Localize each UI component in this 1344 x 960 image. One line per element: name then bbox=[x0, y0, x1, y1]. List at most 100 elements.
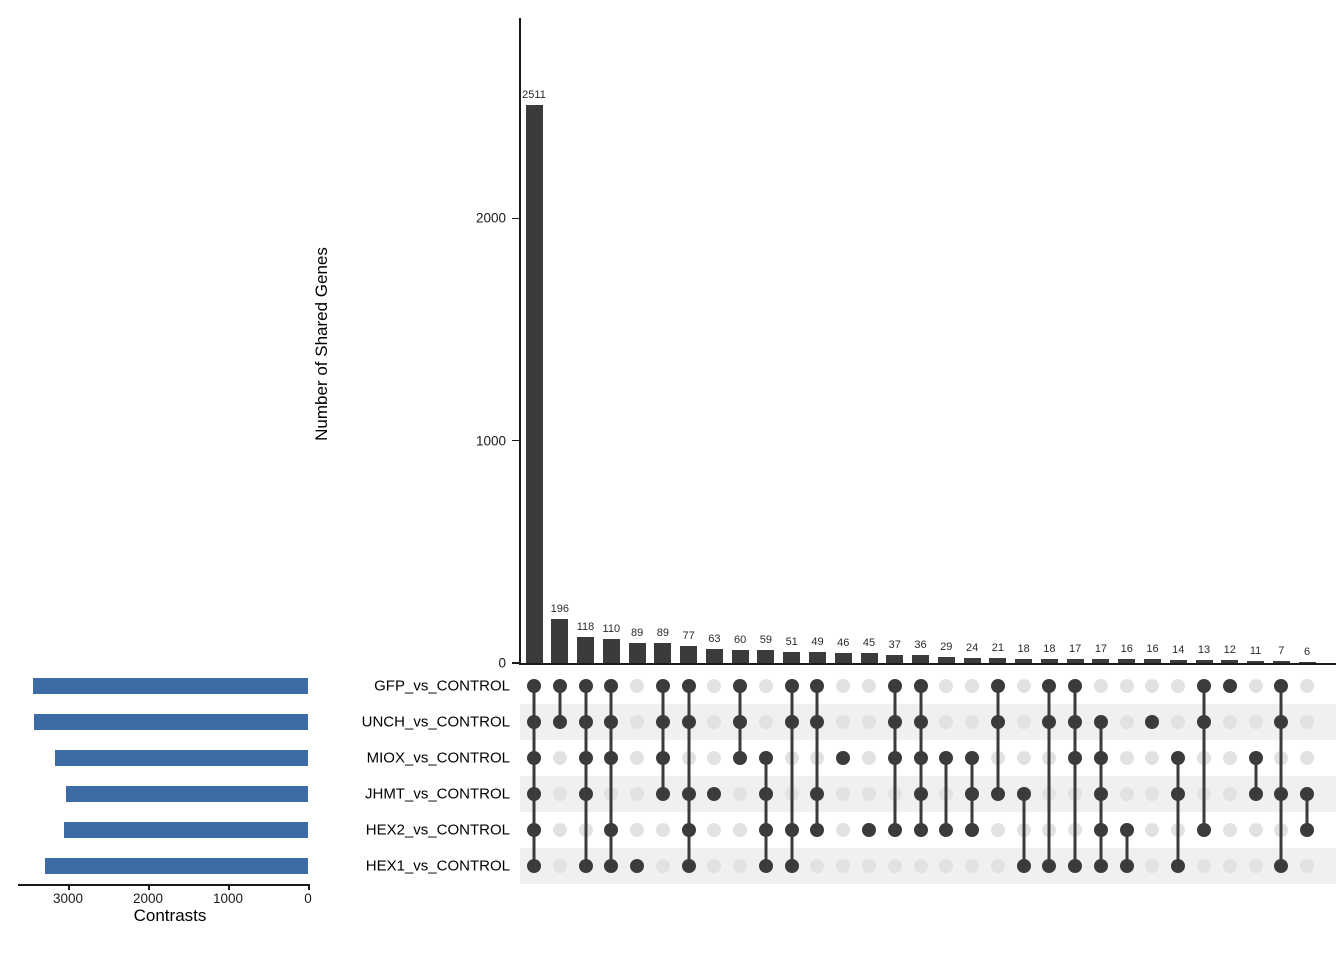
matrix-dot-filled bbox=[1145, 715, 1160, 729]
matrix-dot-empty bbox=[862, 715, 876, 729]
intersection-value-label: 63 bbox=[708, 632, 721, 645]
matrix-dot-empty bbox=[1119, 679, 1134, 693]
matrix-dot-filled bbox=[1274, 787, 1289, 801]
matrix-dot-empty bbox=[630, 679, 645, 693]
matrix-dot-empty bbox=[1016, 751, 1031, 765]
matrix-dot-empty bbox=[1300, 715, 1315, 729]
matrix-connector bbox=[1125, 830, 1129, 866]
y-axis-tick-label: 2000 bbox=[475, 210, 506, 226]
matrix-dot-filled bbox=[887, 715, 902, 729]
matrix-dot-filled bbox=[1171, 859, 1186, 873]
matrix-dot-filled bbox=[1222, 679, 1237, 693]
matrix-dot-filled bbox=[1119, 823, 1134, 837]
matrix-dot-filled bbox=[965, 787, 980, 801]
matrix-dot-empty bbox=[733, 859, 748, 873]
intersection-value-label: 46 bbox=[837, 636, 850, 649]
matrix-dot-filled bbox=[1068, 715, 1083, 729]
left-axis-tick-label: 0 bbox=[304, 891, 312, 906]
matrix-dot-empty bbox=[965, 679, 980, 693]
matrix-dot-filled bbox=[578, 859, 593, 873]
matrix-connector bbox=[764, 758, 768, 866]
matrix-dot-empty bbox=[913, 859, 928, 873]
matrix-dot-filled bbox=[552, 679, 567, 693]
intersection-bar bbox=[808, 652, 826, 663]
y-axis-tick bbox=[512, 217, 519, 220]
matrix-dot-filled bbox=[681, 679, 696, 693]
intersection-bar bbox=[834, 652, 852, 663]
matrix-dot-filled bbox=[836, 751, 851, 765]
matrix-dot-empty bbox=[939, 715, 954, 729]
intersection-value-label: 37 bbox=[888, 638, 901, 651]
intersection-bar bbox=[1195, 660, 1213, 663]
intersection-bar bbox=[525, 104, 543, 663]
intersection-value-label: 17 bbox=[1094, 643, 1108, 656]
matrix-dot-empty bbox=[887, 859, 902, 873]
matrix-dot-filled bbox=[733, 715, 748, 729]
matrix-dot-filled bbox=[578, 679, 593, 693]
matrix-connector bbox=[661, 686, 665, 794]
intersection-bar bbox=[912, 654, 930, 663]
matrix-dot-filled bbox=[1300, 787, 1315, 801]
intersection-value-label: 14 bbox=[1172, 643, 1185, 656]
intersection-value-label: 7 bbox=[1278, 645, 1285, 658]
matrix-dot-empty bbox=[990, 859, 1005, 873]
matrix-connector bbox=[1047, 686, 1051, 866]
matrix-dot-filled bbox=[1016, 859, 1031, 873]
matrix-dot-filled bbox=[527, 823, 541, 837]
intersection-bar bbox=[1040, 658, 1058, 663]
matrix-dot-empty bbox=[733, 823, 748, 837]
matrix-dot-empty bbox=[1171, 715, 1186, 729]
matrix-dot-filled bbox=[913, 823, 928, 837]
matrix-connector bbox=[1305, 794, 1309, 830]
matrix-dot-filled bbox=[681, 787, 696, 801]
left-axis-tick-label: 3000 bbox=[52, 891, 84, 906]
matrix-connector bbox=[687, 686, 691, 866]
matrix-dot-filled bbox=[681, 859, 696, 873]
intersection-value-label: 59 bbox=[759, 633, 773, 646]
matrix-dot-empty bbox=[733, 787, 748, 801]
matrix-dot-filled bbox=[1093, 859, 1108, 873]
top-chart-baseline bbox=[519, 663, 1336, 665]
matrix-dot-empty bbox=[1093, 679, 1108, 693]
y-axis-tick bbox=[512, 662, 519, 664]
matrix-connector bbox=[609, 686, 613, 866]
matrix-dot-empty bbox=[1222, 859, 1237, 873]
matrix-dot-empty bbox=[655, 859, 670, 873]
matrix-dot-filled bbox=[578, 787, 593, 801]
matrix-dot-empty bbox=[552, 859, 567, 873]
intersection-bar bbox=[937, 656, 955, 663]
matrix-dot-filled bbox=[810, 787, 825, 801]
matrix-dot-filled bbox=[887, 679, 902, 693]
intersection-bar bbox=[886, 654, 904, 663]
intersection-value-label: 2511 bbox=[522, 88, 546, 101]
matrix-connector bbox=[815, 686, 819, 830]
matrix-dot-filled bbox=[939, 751, 954, 765]
y-axis-tick-label: 0 bbox=[498, 655, 506, 671]
matrix-dot-empty bbox=[836, 823, 851, 837]
intersection-bar bbox=[783, 651, 801, 663]
matrix-dot-filled bbox=[1171, 751, 1186, 765]
set-size-bar bbox=[66, 786, 308, 802]
matrix-dot-filled bbox=[527, 787, 541, 801]
matrix-dot-filled bbox=[733, 679, 748, 693]
left-axis-tick bbox=[68, 884, 70, 890]
intersection-value-label: 17 bbox=[1069, 643, 1082, 656]
matrix-dot-filled bbox=[810, 715, 825, 729]
left-axis-tick-label: 2000 bbox=[132, 891, 164, 906]
matrix-dot-empty bbox=[1145, 679, 1160, 693]
matrix-dot-filled bbox=[784, 823, 799, 837]
intersection-value-label: 60 bbox=[734, 633, 747, 646]
matrix-dot-empty bbox=[1197, 859, 1212, 873]
matrix-dot-filled bbox=[655, 679, 670, 693]
matrix-connector bbox=[790, 686, 794, 866]
matrix-dot-empty bbox=[836, 715, 851, 729]
intersection-bar bbox=[1272, 661, 1290, 663]
matrix-dot-empty bbox=[707, 823, 722, 837]
matrix-dot-empty bbox=[862, 679, 876, 693]
intersection-value-label: 16 bbox=[1120, 643, 1133, 656]
intersection-bar bbox=[860, 652, 878, 663]
intersection-bar bbox=[1015, 658, 1033, 663]
matrix-dot-filled bbox=[939, 823, 954, 837]
matrix-dot-filled bbox=[707, 787, 722, 801]
intersection-bar bbox=[705, 648, 723, 663]
